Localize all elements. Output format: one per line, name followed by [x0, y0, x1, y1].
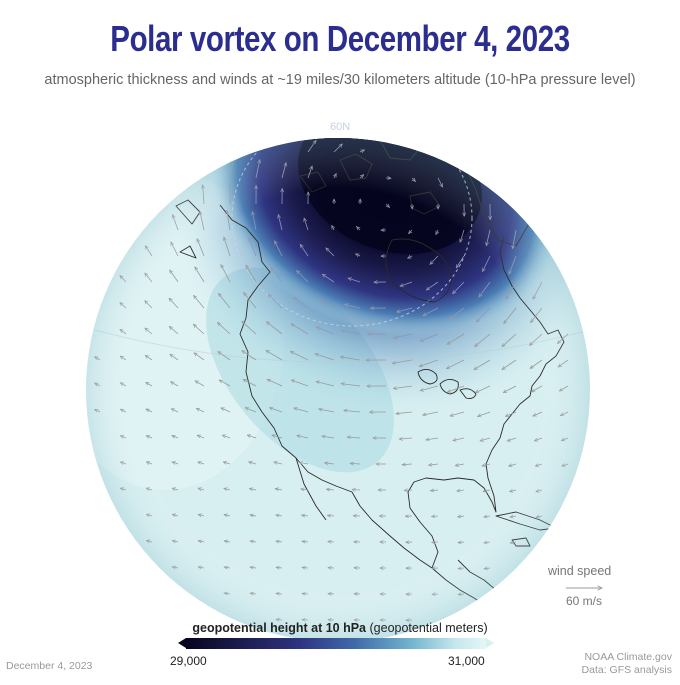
latitude-label-60n: 60N — [330, 121, 350, 133]
footer-credit-source: NOAA Climate.gov — [584, 651, 672, 663]
legend-title-units: (geopotential meters) — [370, 621, 488, 635]
legend-title-main: geopotential height at 10 hPa — [192, 621, 366, 635]
legend-min-label: 29,000 — [170, 654, 207, 668]
legend-max-label: 31,000 — [448, 654, 485, 668]
legend-arrow-right — [486, 638, 494, 648]
page-title: Polar vortex on December 4, 2023 — [61, 18, 619, 60]
legend-color-bar — [186, 638, 486, 649]
wind-key-label: wind speed — [548, 564, 611, 578]
page-subtitle: atmospheric thickness and winds at ~19 m… — [0, 72, 680, 88]
wind-key-value: 60 m/s — [566, 594, 602, 608]
legend-title: geopotential height at 10 hPa (geopotent… — [0, 621, 680, 635]
footer-credit-data: Data: GFS analysis — [582, 664, 672, 676]
footer-date: December 4, 2023 — [6, 660, 92, 672]
legend-arrow-left — [178, 638, 186, 648]
